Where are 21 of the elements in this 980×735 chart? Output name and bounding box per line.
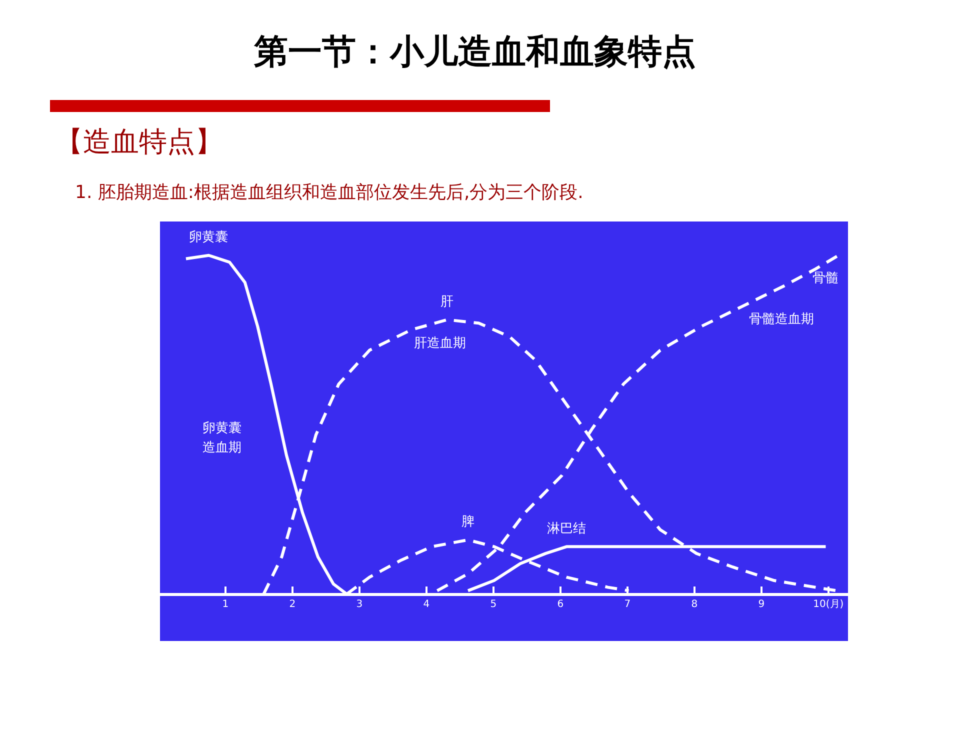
series-label: 骨髓 xyxy=(812,270,838,286)
series-label: 卵黄囊 xyxy=(189,230,228,246)
text: 1. 胚胎期造血:根据造血组织和造血部位发生先后,分为三个阶段. xyxy=(75,181,584,205)
series-label: 淋巴结 xyxy=(546,522,586,536)
x-tick-label: 7 xyxy=(624,599,631,610)
annotation: 肝造血期 xyxy=(414,336,466,351)
x-tick-label: 3 xyxy=(356,599,363,610)
series-label: 肝 xyxy=(440,294,454,310)
series-label: 脾 xyxy=(461,514,474,530)
x-tick-label: 4 xyxy=(423,599,430,610)
annotation: 骨髓造血期 xyxy=(749,312,814,328)
chart-subtitle: 【造血特点】 xyxy=(55,124,223,160)
x-tick-label: 2 xyxy=(289,599,296,610)
x-tick-label: 8 xyxy=(691,599,698,610)
x-tick-label: 1 xyxy=(222,599,229,610)
x-tick-label: 5 xyxy=(490,599,497,610)
chart-title: 第一节：小儿造血和血象特点 xyxy=(254,31,696,74)
x-tick-label: 9 xyxy=(758,599,765,610)
annotation: 卵黄囊造血期 xyxy=(202,421,242,456)
x-tick-label: 10(月) xyxy=(813,599,844,610)
x-tick-label: 6 xyxy=(557,599,564,610)
